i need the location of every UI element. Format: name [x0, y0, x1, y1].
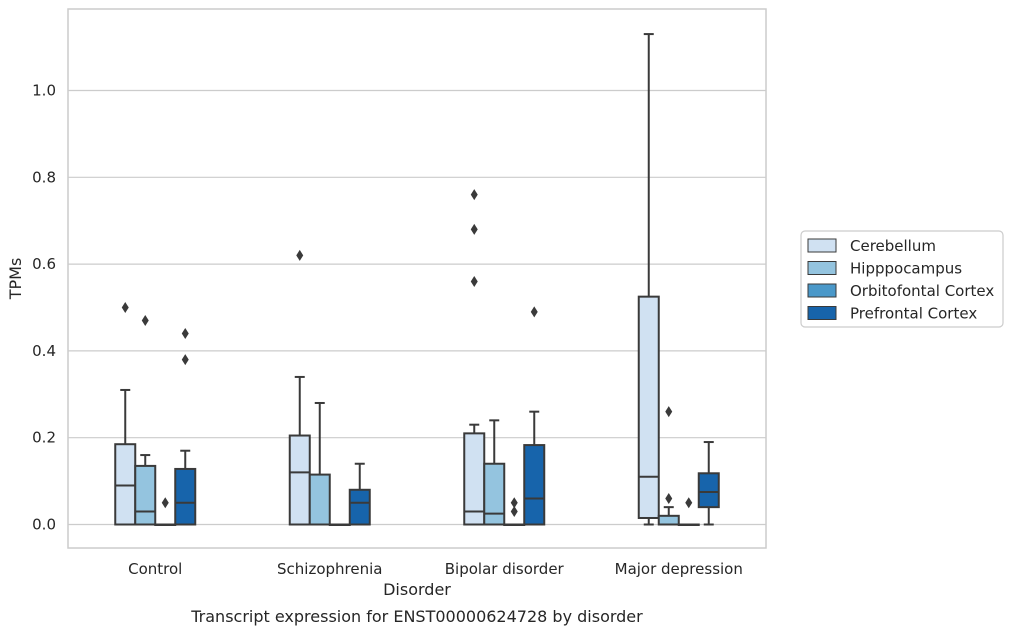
legend-label: Orbitofontal Cortex	[850, 282, 994, 300]
box-body	[308, 473, 331, 526]
chart-caption: Transcript expression for ENST0000062472…	[190, 607, 643, 626]
box-2-1	[483, 419, 506, 526]
box-1-3	[348, 462, 371, 526]
box-1-0	[288, 249, 311, 526]
legend-swatch	[807, 306, 837, 320]
box-0-3	[174, 328, 197, 526]
box-body	[348, 488, 371, 526]
x-tick-label: Control	[128, 560, 182, 578]
box-2-2	[503, 497, 526, 526]
outlier-point	[181, 328, 189, 340]
outlier-point	[470, 275, 478, 287]
legend: Cerebellum Hipppocampus Orbitofontal Corte…	[800, 230, 1004, 328]
box-body	[114, 443, 137, 526]
box-0-2	[154, 497, 177, 526]
y-axis-ticks: 0.0 0.2 0.4 0.6 0.8 1.0	[32, 82, 56, 534]
outlier-point	[530, 306, 538, 318]
legend-swatch	[807, 283, 837, 298]
grid-lines	[68, 89, 766, 526]
y-axis-label: TPMs	[6, 258, 25, 301]
box-body	[174, 467, 197, 526]
box-2-3	[523, 306, 546, 526]
x-axis-ticks: Control Schizophrenia Bipolar disorder Majo…	[128, 560, 743, 578]
box-3-3	[697, 441, 720, 526]
x-tick-label: Major depression	[615, 560, 743, 578]
box-body	[657, 514, 680, 526]
legend-swatch	[807, 261, 837, 275]
outlier-point	[510, 497, 518, 509]
box-body	[697, 472, 720, 509]
legend-label: Cerebellum	[850, 237, 936, 255]
box-body	[134, 464, 157, 526]
outlier-point	[181, 354, 189, 366]
y-tick-label: 1.0	[32, 82, 56, 100]
outlier-point	[665, 492, 673, 504]
box-1-1	[308, 401, 331, 526]
legend-frame	[800, 230, 1004, 328]
y-tick-label: 0.4	[32, 342, 56, 360]
outlier-point	[510, 505, 518, 517]
plot-frame	[67, 8, 767, 549]
box-body	[288, 434, 311, 526]
box-3-1	[657, 406, 680, 526]
legend-swatch	[807, 238, 837, 253]
box-0-0	[114, 302, 137, 526]
box-3-0	[637, 33, 660, 526]
box-body	[637, 295, 660, 519]
outlier-point	[685, 497, 693, 509]
box-body	[523, 444, 546, 526]
y-tick-label: 0.2	[32, 429, 56, 447]
outlier-point	[296, 249, 304, 261]
outlier-point	[665, 406, 673, 418]
legend-label: Prefrontal Cortex	[850, 305, 977, 323]
box-plot-series	[114, 33, 720, 526]
outlier-point	[121, 302, 129, 313]
y-tick-label: 0.6	[32, 255, 56, 273]
box-body	[483, 462, 506, 526]
outlier-point	[470, 189, 478, 201]
legend-label: Hipppocampus	[850, 260, 962, 278]
outlier-point	[161, 497, 169, 509]
x-tick-label: Schizophrenia	[277, 560, 382, 578]
box-2-0	[463, 189, 486, 526]
outlier-point	[141, 315, 149, 327]
y-tick-label: 0.0	[32, 516, 56, 534]
x-tick-label: Bipolar disorder	[445, 560, 565, 578]
y-tick-label: 0.8	[32, 168, 56, 186]
outlier-point	[470, 223, 478, 235]
box-0-1	[134, 315, 157, 526]
x-axis-label: Disorder	[383, 580, 451, 599]
box-1-2	[328, 523, 351, 526]
box-3-2	[677, 497, 700, 526]
